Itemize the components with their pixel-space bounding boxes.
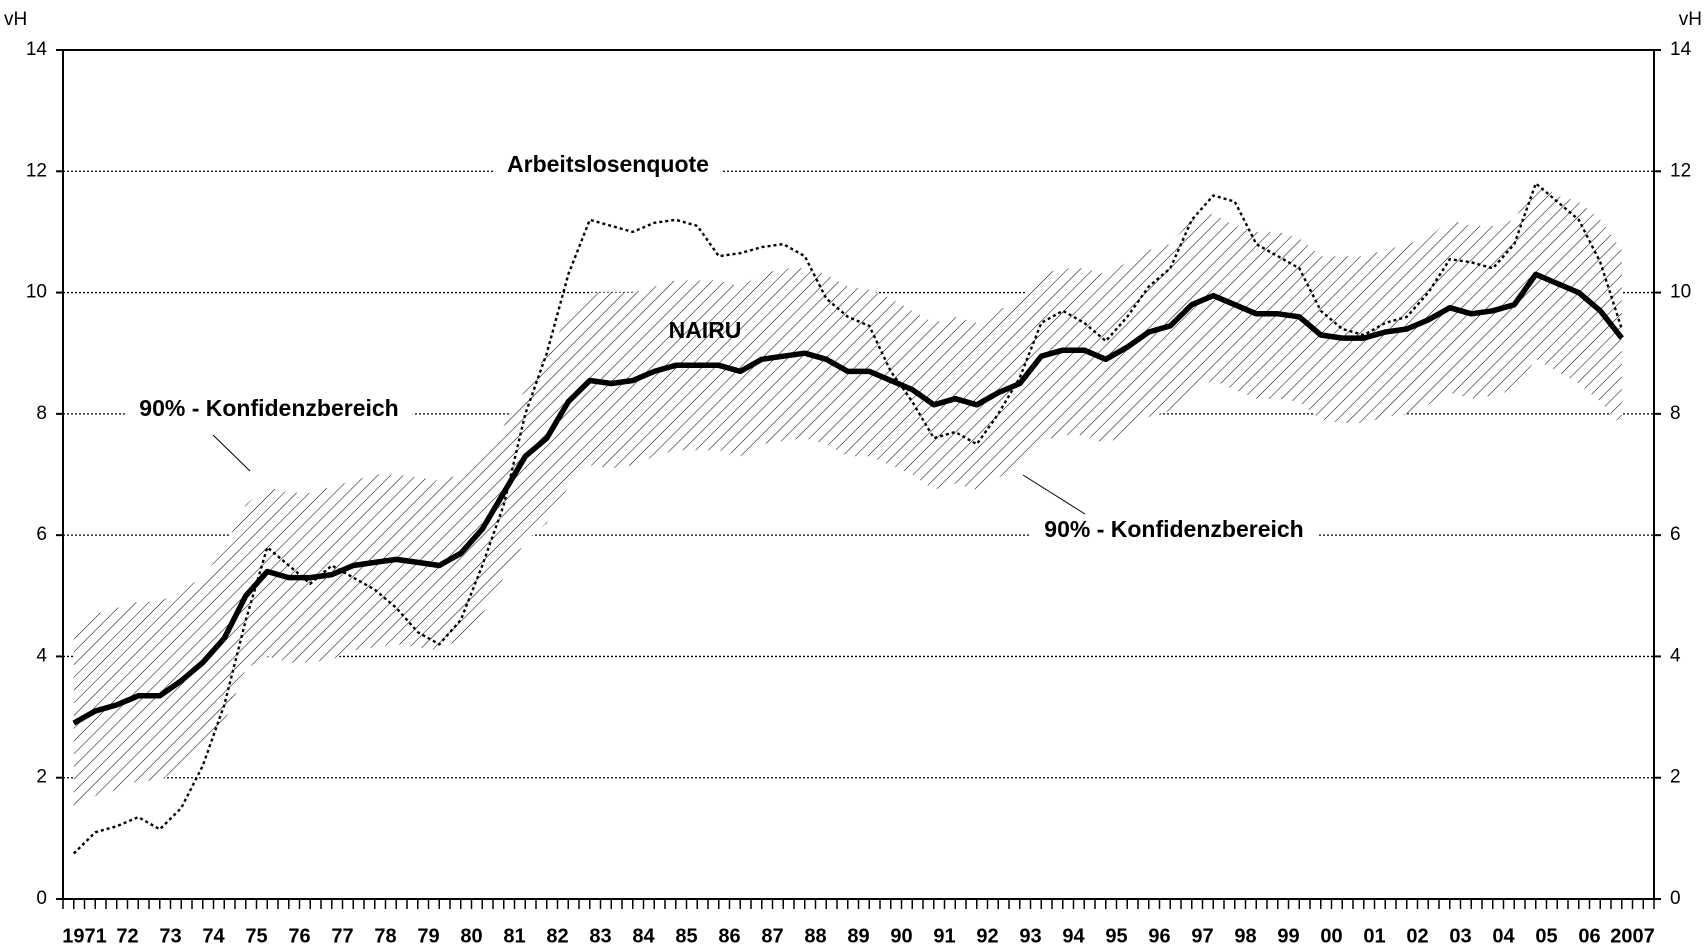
- leader-line: [212, 434, 251, 472]
- x-tick-label: 73: [159, 925, 181, 947]
- nairu-line: [72, 271, 1624, 726]
- y2-tick-label: 4: [1670, 645, 1681, 666]
- x-tick-label: 91: [933, 925, 955, 947]
- x-tick-label: 99: [1277, 925, 1299, 947]
- x-tick-label: 89: [847, 925, 869, 947]
- y2-tick-label: 10: [1670, 282, 1691, 303]
- x-tick-label: 78: [374, 925, 396, 947]
- x-tick-label: 97: [1191, 925, 1213, 947]
- x-tick-label: 94: [1062, 925, 1085, 947]
- y-tick-label: 14: [26, 39, 48, 60]
- annotation: NAIRU: [669, 317, 742, 343]
- x-tick-label: 2007: [1610, 925, 1655, 947]
- x-tick-label: 72: [116, 925, 138, 947]
- y-tick-label: 2: [36, 767, 47, 788]
- x-tick-label: 77: [331, 925, 353, 947]
- x-tick-label: 80: [460, 925, 482, 947]
- x-tick-label: 03: [1449, 925, 1471, 947]
- x-tick-label: 84: [632, 925, 655, 947]
- x-tick-label: 93: [1019, 925, 1041, 947]
- x-tick-label: 96: [1148, 925, 1170, 947]
- y2-tick-label: 8: [1670, 403, 1681, 424]
- y2-tick-label: 6: [1670, 524, 1681, 545]
- y2-axis-unit: vH: [1679, 9, 1702, 30]
- x-tick-label: 75: [245, 925, 267, 947]
- confidence-band: [73, 183, 1622, 808]
- y-tick-label: 10: [26, 282, 47, 303]
- x-tick-label: 79: [417, 925, 439, 947]
- x-tick-label: 85: [675, 925, 697, 947]
- x-tick-label: 88: [804, 925, 826, 947]
- y-tick-label: 6: [36, 524, 47, 545]
- x-tick-label: 98: [1234, 925, 1256, 947]
- x-tick-label: 06: [1578, 925, 1600, 947]
- y2-tick-label: 14: [1670, 39, 1692, 60]
- label-background: [493, 149, 723, 180]
- x-tick-label: 95: [1105, 925, 1127, 947]
- x-tick-label: 05: [1535, 925, 1557, 947]
- label-background: [1030, 514, 1318, 545]
- x-tick-label: 74: [202, 925, 225, 947]
- x-tick-label: 00: [1320, 925, 1342, 947]
- x-tick-label: 02: [1406, 925, 1428, 947]
- y2-tick-label: 0: [1670, 888, 1681, 909]
- y-tick-label: 8: [36, 403, 47, 424]
- y-axis-unit: vH: [4, 9, 27, 30]
- x-tick-label: 87: [761, 925, 783, 947]
- x-tick-label: 92: [976, 925, 998, 947]
- x-tick-label: 86: [718, 925, 740, 947]
- y-tick-label: 4: [36, 645, 47, 666]
- y-tick-label: 12: [26, 160, 47, 181]
- y2-tick-label: 12: [1670, 160, 1691, 181]
- x-tick-label: 04: [1492, 925, 1515, 947]
- annotation: Arbeitslosenquote: [507, 151, 709, 177]
- x-tick-label: 83: [589, 925, 611, 947]
- y2-tick-label: 2: [1670, 767, 1681, 788]
- leader-line: [1022, 474, 1086, 515]
- x-tick-label: 90: [890, 925, 912, 947]
- x-tick-label: 01: [1363, 925, 1385, 947]
- annotation: 90% - Konfidenzbereich: [139, 395, 398, 421]
- y-tick-label: 0: [36, 888, 47, 909]
- label-background: [125, 393, 413, 424]
- x-tick-label: 76: [288, 925, 310, 947]
- x-tick-label: 82: [546, 925, 568, 947]
- x-tick-label: 81: [503, 925, 525, 947]
- annotation: 90% - Konfidenzbereich: [1044, 516, 1303, 542]
- x-tick-label: 1971: [62, 925, 107, 947]
- unemployment-line: [72, 182, 1623, 855]
